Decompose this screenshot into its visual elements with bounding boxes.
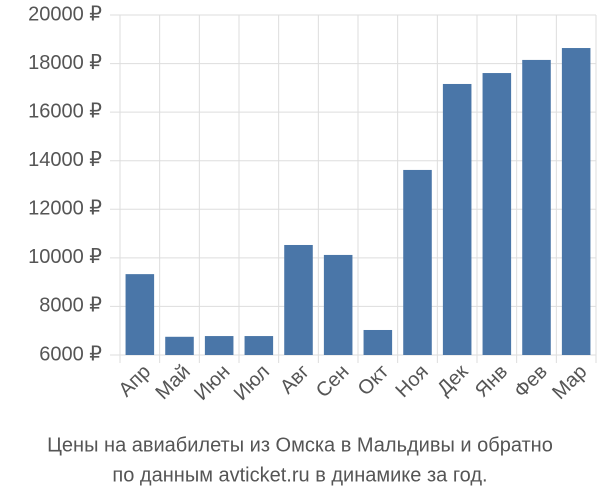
bar bbox=[284, 244, 313, 355]
x-tick-label: Фев bbox=[510, 361, 552, 403]
chart-subtitle: по данным avticket.ru в динамике за год. bbox=[112, 464, 487, 486]
x-tick-label: Авг bbox=[276, 361, 314, 399]
bar bbox=[244, 336, 274, 355]
x-tick-label: Апр bbox=[115, 361, 156, 402]
x-tick-label: Сен bbox=[312, 361, 353, 402]
y-tick-label: 16000 ₽ bbox=[28, 100, 102, 122]
y-tick-label: 12000 ₽ bbox=[28, 198, 102, 220]
bar bbox=[165, 336, 194, 355]
x-tick-label: Май bbox=[152, 361, 195, 404]
bar bbox=[482, 73, 512, 356]
x-tick-label: Дек bbox=[433, 361, 472, 400]
y-tick-label: 8000 ₽ bbox=[39, 295, 102, 317]
x-tick-label: Мар bbox=[548, 361, 591, 404]
y-tick-label: 6000 ₽ bbox=[39, 343, 102, 365]
y-tick-label: 18000 ₽ bbox=[28, 52, 102, 74]
bar bbox=[561, 48, 591, 356]
bar bbox=[363, 329, 393, 355]
x-tick-label: Июн bbox=[190, 361, 234, 405]
bar bbox=[204, 336, 234, 355]
x-tick-label: Июл bbox=[230, 361, 274, 405]
x-tick-label: Окт bbox=[354, 361, 393, 400]
y-tick-label: 20000 ₽ bbox=[28, 3, 102, 25]
bar bbox=[323, 254, 353, 355]
chart-title: Цены на авиабилеты из Омска в Мальдивы и… bbox=[47, 434, 553, 456]
y-tick-label: 10000 ₽ bbox=[28, 246, 102, 268]
bar bbox=[125, 274, 155, 355]
y-tick-label: 14000 ₽ bbox=[28, 149, 102, 171]
x-tick-label: Янв bbox=[471, 361, 512, 402]
bar bbox=[522, 59, 551, 356]
x-tick-label: Ноя bbox=[391, 361, 432, 402]
bar bbox=[442, 83, 472, 355]
bar bbox=[403, 169, 432, 355]
